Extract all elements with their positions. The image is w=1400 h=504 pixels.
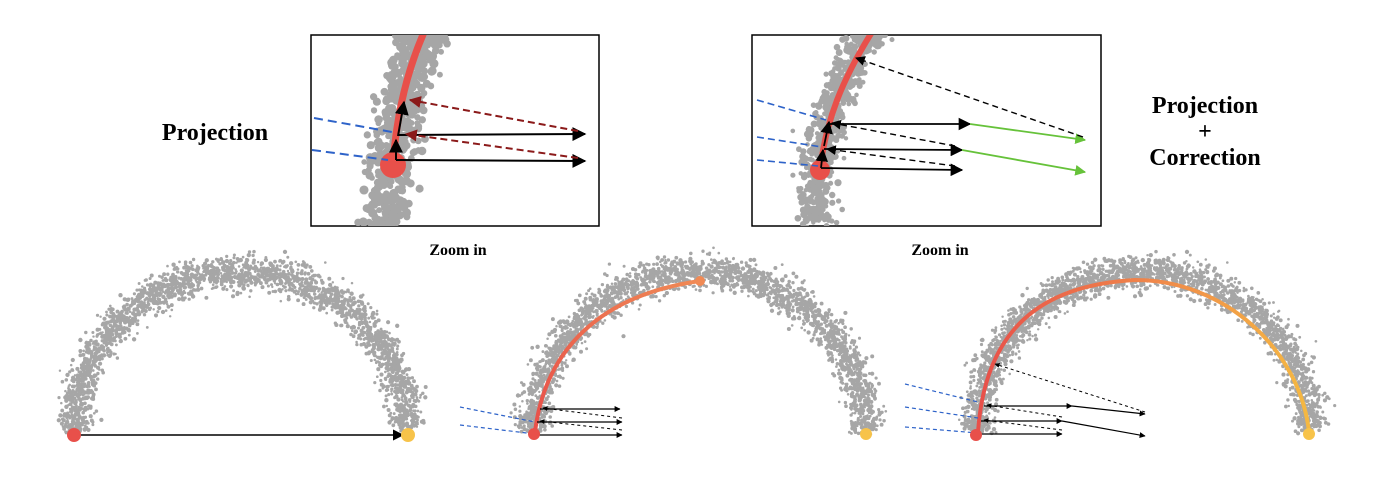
zoom-box-right <box>751 34 1102 227</box>
start-point-a <box>67 428 81 442</box>
end-point-a <box>401 428 415 442</box>
point-cloud-a <box>56 249 428 438</box>
left-title: Projection <box>162 120 268 146</box>
zoom-projection-arrows-right <box>815 56 1087 177</box>
panel-c <box>904 249 1337 441</box>
zoom-start-point-right <box>810 160 830 180</box>
zoom-label-right: Zoom in <box>911 242 968 259</box>
projection-arrows-c <box>978 362 1146 438</box>
point-cloud-c <box>957 249 1337 436</box>
end-point-c <box>1303 428 1315 440</box>
path-end-b <box>695 276 705 286</box>
right-title-line3: Correction <box>1149 145 1261 171</box>
zoom-normal-lines-left <box>311 117 393 161</box>
start-point-c <box>970 429 982 441</box>
panel-a <box>56 249 428 442</box>
end-point-b <box>860 428 872 440</box>
corrected-path-c <box>976 277 1311 434</box>
panel-b <box>459 246 888 440</box>
right-title-line2: + <box>1198 119 1212 145</box>
zoom-start-point-left <box>380 152 406 178</box>
normal-lines-b <box>459 406 536 435</box>
zoom-normal-lines-right <box>756 99 827 167</box>
point-cloud-b <box>509 246 888 436</box>
start-point-b <box>528 428 540 440</box>
projection-arrows-b <box>533 406 623 438</box>
zoom-projection-arrows-left <box>389 96 587 168</box>
normal-lines-c <box>904 383 979 434</box>
zoom-label-left: Zoom in <box>429 242 486 259</box>
right-title-line1: Projection <box>1152 93 1258 119</box>
projected-path-b <box>533 279 702 434</box>
zoom-box-left <box>310 34 600 227</box>
